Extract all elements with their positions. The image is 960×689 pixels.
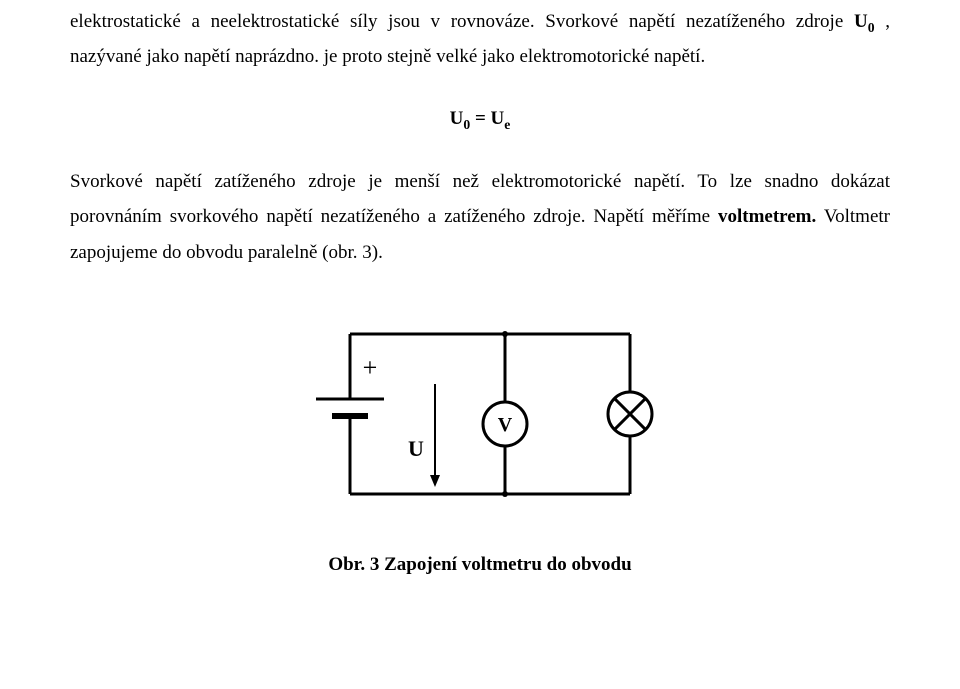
- circuit-diagram: V U +: [290, 304, 670, 534]
- eq-sign: =: [470, 108, 490, 129]
- paragraph-1: elektrostatické a neelektrostatické síly…: [70, 4, 890, 74]
- figure-circuit: V U +: [290, 304, 670, 534]
- eq-rhs-sub: e: [504, 117, 510, 132]
- u0-u: U: [854, 11, 868, 32]
- eq-rhs: Ue: [491, 108, 511, 129]
- svg-text:+: +: [363, 353, 378, 382]
- figure-caption: Obr. 3 Zapojení voltmetru do obvodu: [70, 554, 890, 576]
- eq-rhs-u: U: [491, 108, 505, 129]
- bold-voltmetrem: voltmetrem.: [718, 206, 816, 227]
- paragraph-2: Svorkové napětí zatíženého zdroje je men…: [70, 164, 890, 269]
- u0-sub: 0: [868, 20, 875, 35]
- document-page: elektrostatické a neelektrostatické síly…: [0, 0, 960, 576]
- equation-centered: U0 = Ue: [70, 108, 890, 130]
- svg-text:U: U: [408, 436, 424, 461]
- eq-lhs: U0: [450, 108, 471, 129]
- para1-text-a: elektrostatické a neelektrostatické síly…: [70, 11, 854, 32]
- eq-lhs-u: U: [450, 108, 464, 129]
- symbol-u0: U0: [854, 11, 875, 32]
- svg-text:V: V: [498, 414, 513, 436]
